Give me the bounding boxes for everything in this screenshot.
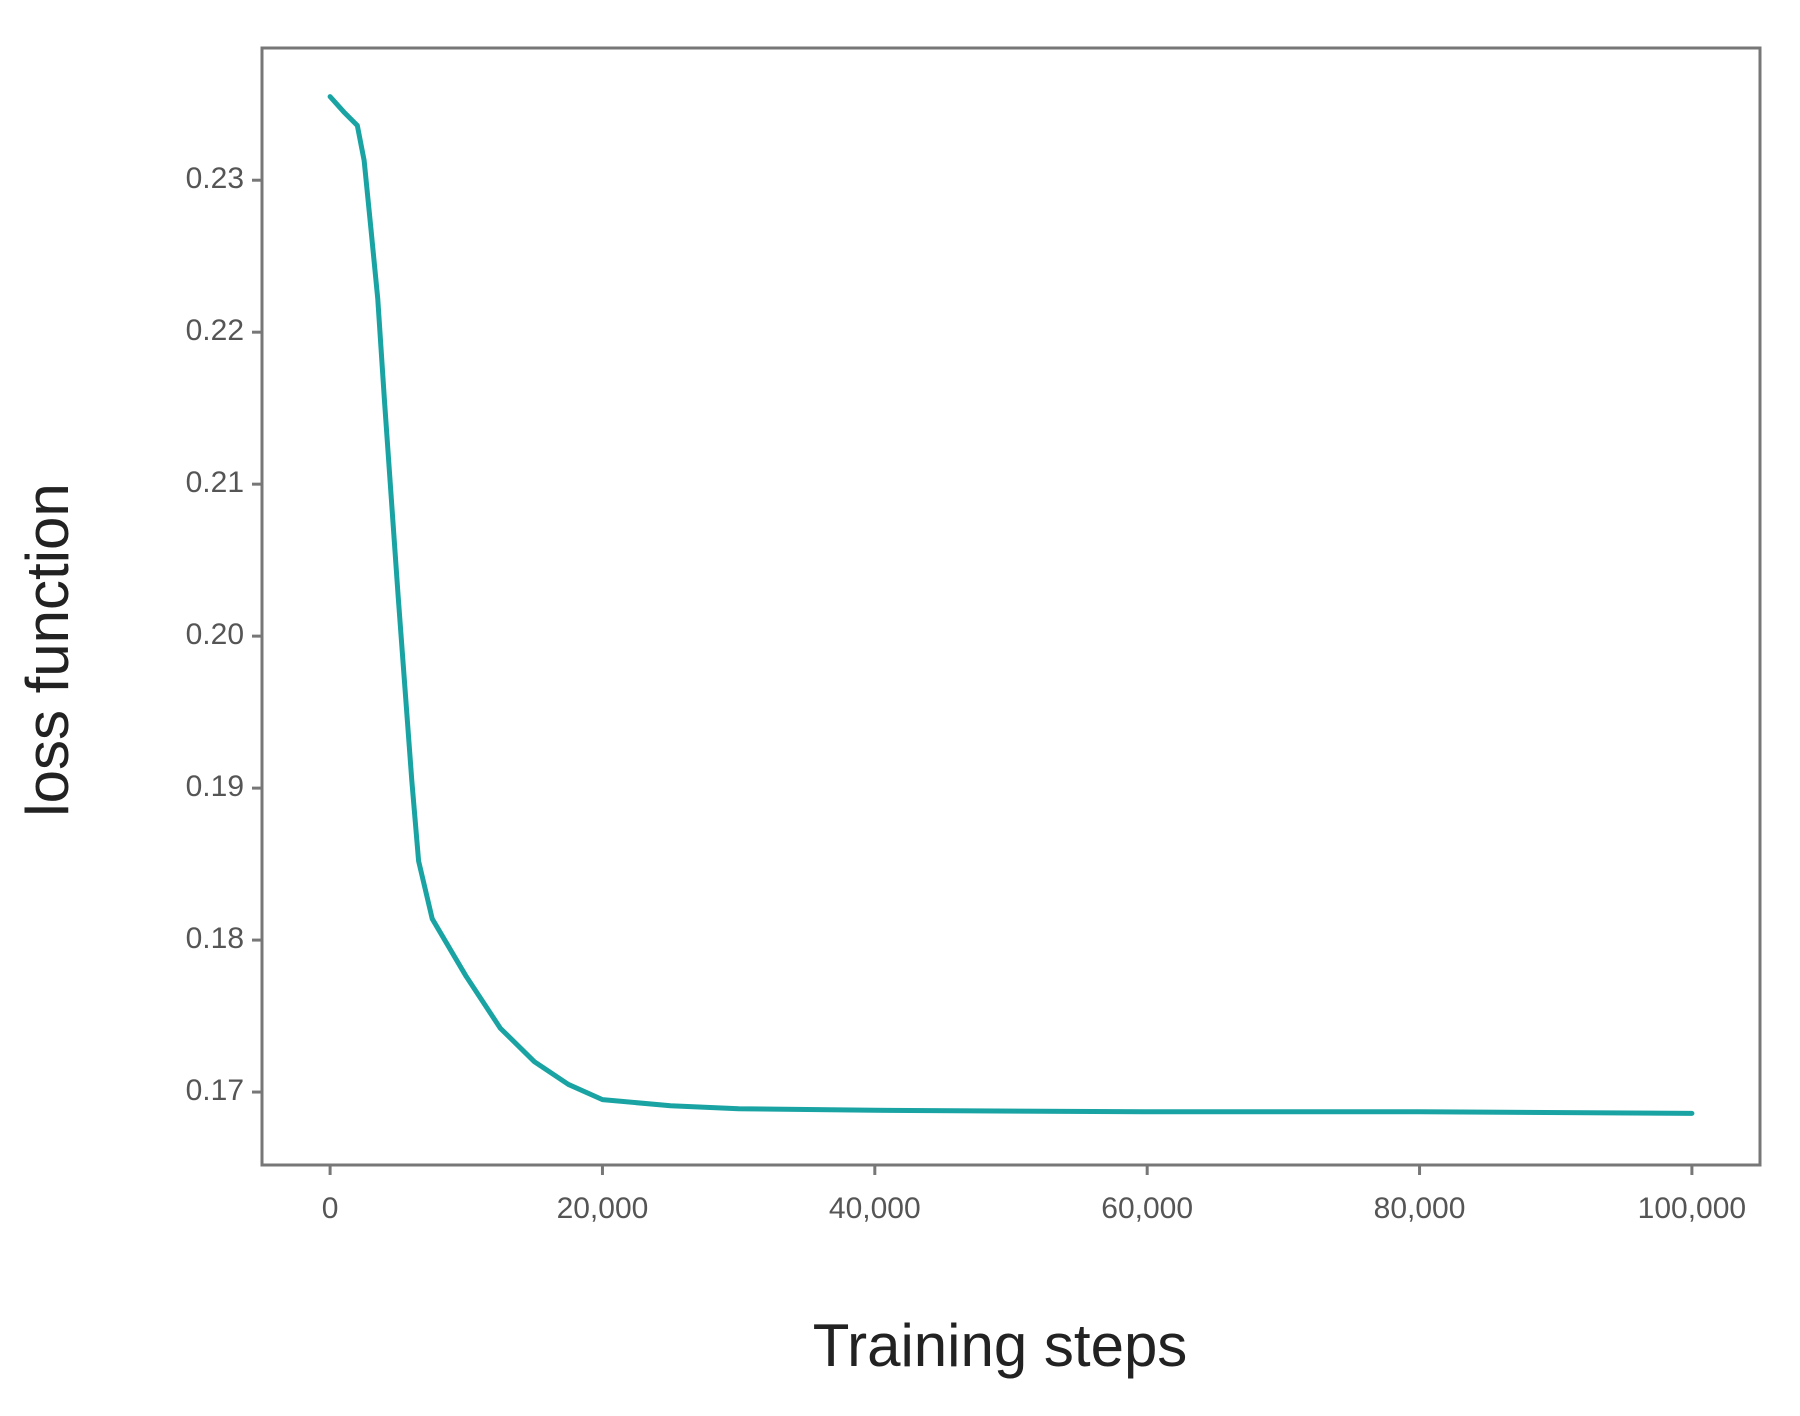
y-tick-label: 0.21 [186,466,244,499]
x-tick-label: 60,000 [1101,1192,1193,1225]
x-tick-label: 0 [322,1192,339,1225]
y-tick-label: 0.23 [186,162,244,195]
plot-frame [260,46,1762,1167]
line-series [327,94,1695,1116]
y-tick-label: 0.18 [186,922,244,955]
x-tick-label: 20,000 [557,1192,649,1225]
y-tick-label: 0.22 [186,314,244,347]
x-axis-label: Training steps [813,1312,1188,1379]
x-tick-label: 40,000 [829,1192,921,1225]
y-axis-label: loss function [14,483,81,817]
x-tick-label: 80,000 [1374,1192,1466,1225]
y-tick-label: 0.17 [186,1074,244,1107]
y-tick-label: 0.20 [186,618,244,651]
x-tick-label: 100,000 [1638,1192,1746,1225]
y-tick-label: 0.19 [186,770,244,803]
